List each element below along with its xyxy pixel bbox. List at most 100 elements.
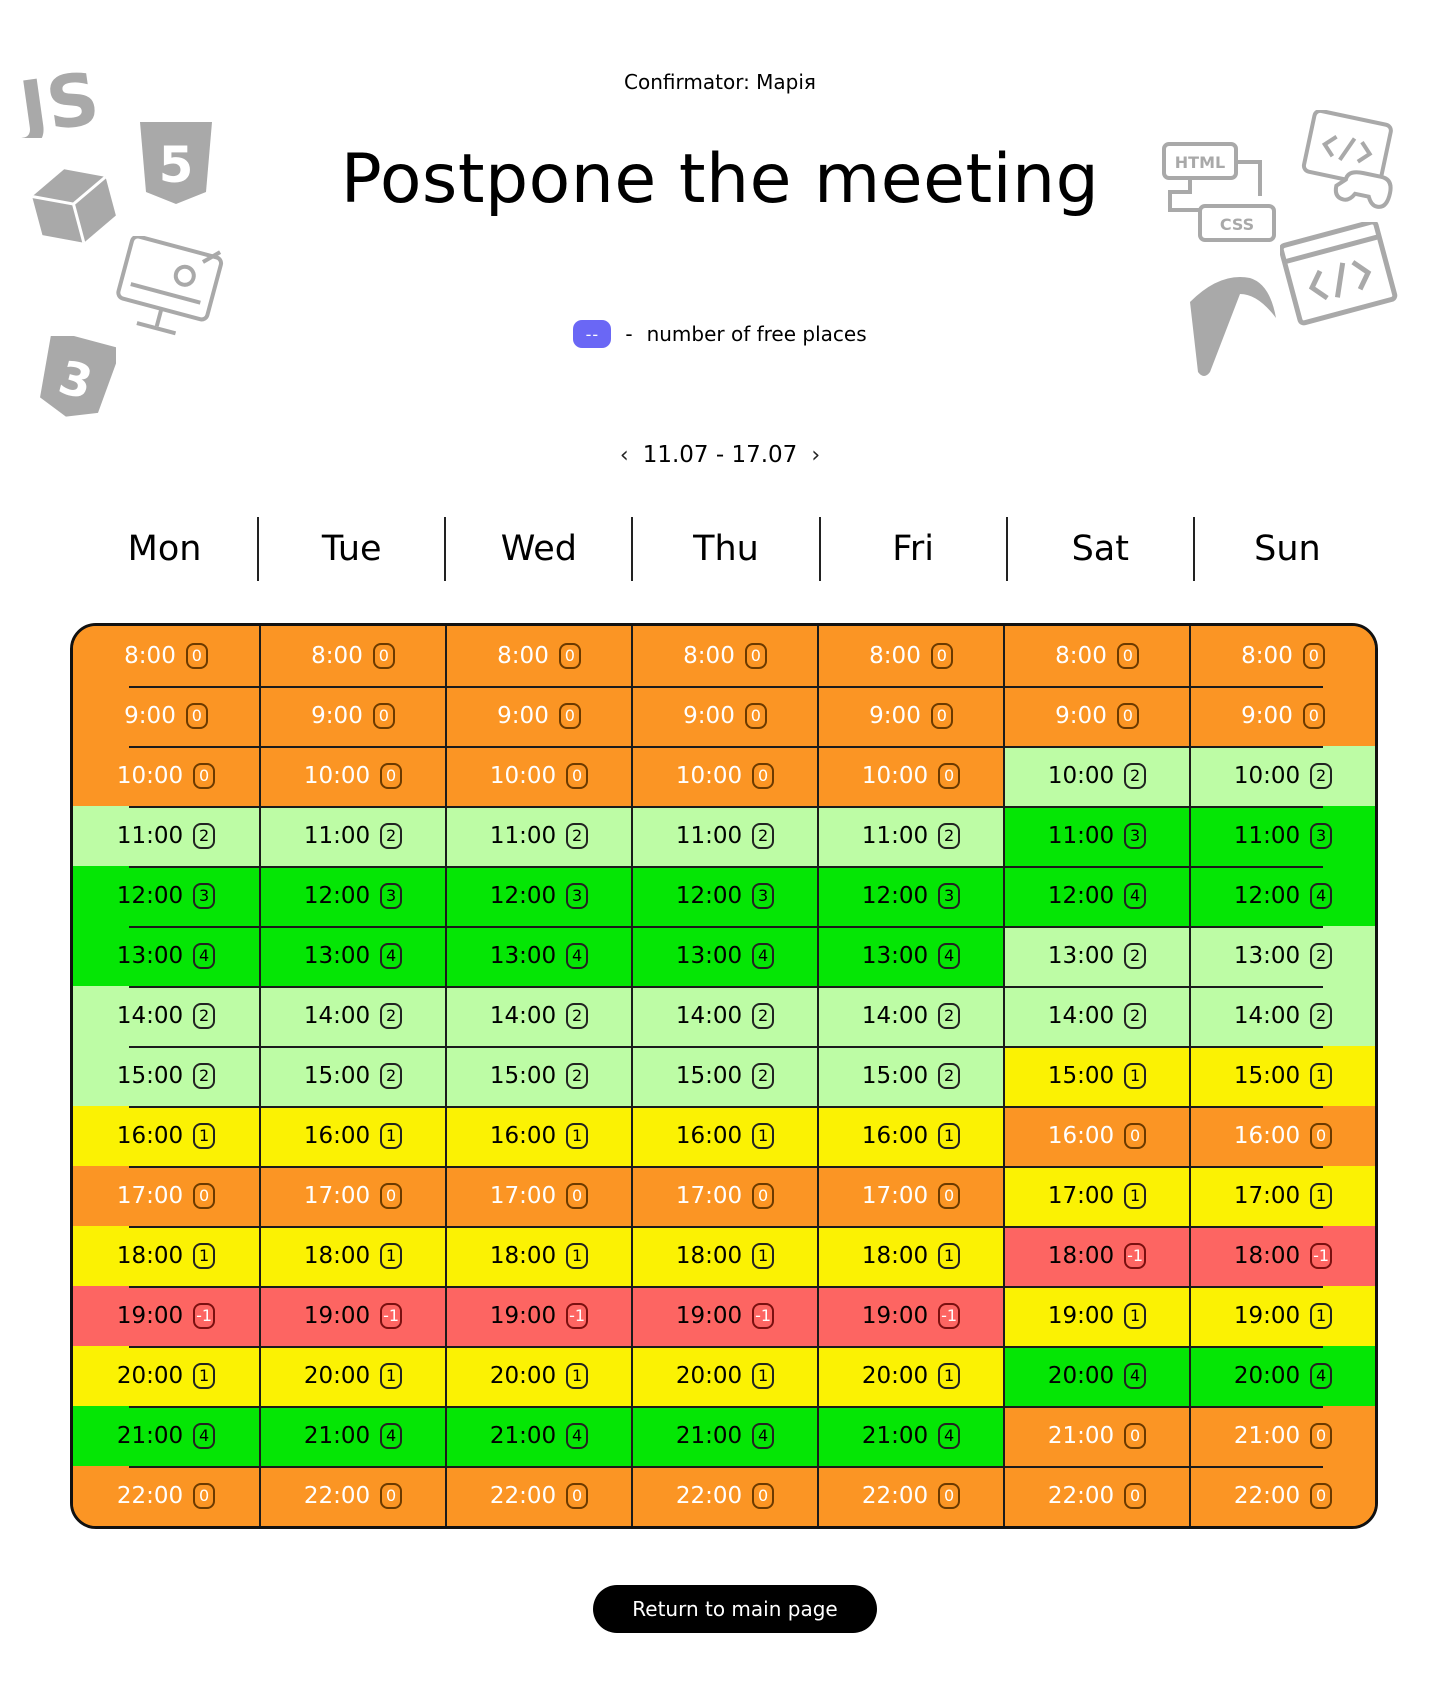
time-slot-sun[interactable]: 17:00 1 [1189, 1166, 1375, 1226]
time-slot-sun[interactable]: 22:00 0 [1189, 1466, 1375, 1526]
time-slot-tue[interactable]: 10:00 0 [259, 746, 445, 806]
chevron-left-icon[interactable]: ‹ [619, 442, 629, 468]
time-slot-mon[interactable]: 17:00 0 [73, 1166, 259, 1226]
time-slot-thu[interactable]: 19:00 -1 [631, 1286, 817, 1346]
return-main-button[interactable]: Return to main page [593, 1585, 877, 1633]
time-slot-tue[interactable]: 15:00 2 [259, 1046, 445, 1106]
time-slot-sat[interactable]: 12:00 4 [1003, 866, 1189, 926]
time-slot-thu[interactable]: 10:00 0 [631, 746, 817, 806]
time-slot-thu[interactable]: 8:00 0 [631, 626, 817, 686]
time-slot-mon[interactable]: 13:00 4 [73, 926, 259, 986]
time-slot-sun[interactable]: 15:00 1 [1189, 1046, 1375, 1106]
time-slot-wed[interactable]: 12:00 3 [445, 866, 631, 926]
time-slot-sat[interactable]: 17:00 1 [1003, 1166, 1189, 1226]
time-slot-fri[interactable]: 10:00 0 [817, 746, 1003, 806]
time-slot-mon[interactable]: 18:00 1 [73, 1226, 259, 1286]
time-slot-thu[interactable]: 21:00 4 [631, 1406, 817, 1466]
time-slot-fri[interactable]: 14:00 2 [817, 986, 1003, 1046]
time-slot-fri[interactable]: 18:00 1 [817, 1226, 1003, 1286]
time-slot-mon[interactable]: 19:00 -1 [73, 1286, 259, 1346]
time-slot-sat[interactable]: 20:00 4 [1003, 1346, 1189, 1406]
time-slot-wed[interactable]: 8:00 0 [445, 626, 631, 686]
time-slot-wed[interactable]: 10:00 0 [445, 746, 631, 806]
time-slot-thu[interactable]: 17:00 0 [631, 1166, 817, 1226]
time-slot-sat[interactable]: 10:00 2 [1003, 746, 1189, 806]
time-slot-tue[interactable]: 21:00 4 [259, 1406, 445, 1466]
time-slot-sun[interactable]: 14:00 2 [1189, 986, 1375, 1046]
time-slot-sun[interactable]: 11:00 3 [1189, 806, 1375, 866]
time-slot-thu[interactable]: 9:00 0 [631, 686, 817, 746]
time-slot-fri[interactable]: 16:00 1 [817, 1106, 1003, 1166]
time-slot-fri[interactable]: 20:00 1 [817, 1346, 1003, 1406]
time-slot-fri[interactable]: 12:00 3 [817, 866, 1003, 926]
time-slot-sun[interactable]: 18:00 -1 [1189, 1226, 1375, 1286]
time-slot-thu[interactable]: 15:00 2 [631, 1046, 817, 1106]
time-slot-mon[interactable]: 10:00 0 [73, 746, 259, 806]
time-slot-wed[interactable]: 13:00 4 [445, 926, 631, 986]
time-slot-sat[interactable]: 9:00 0 [1003, 686, 1189, 746]
time-slot-sun[interactable]: 8:00 0 [1189, 626, 1375, 686]
time-slot-thu[interactable]: 20:00 1 [631, 1346, 817, 1406]
time-slot-tue[interactable]: 13:00 4 [259, 926, 445, 986]
time-slot-tue[interactable]: 17:00 0 [259, 1166, 445, 1226]
time-slot-tue[interactable]: 18:00 1 [259, 1226, 445, 1286]
time-slot-sat[interactable]: 13:00 2 [1003, 926, 1189, 986]
time-slot-sun[interactable]: 9:00 0 [1189, 686, 1375, 746]
time-slot-mon[interactable]: 20:00 1 [73, 1346, 259, 1406]
time-slot-tue[interactable]: 16:00 1 [259, 1106, 445, 1166]
time-slot-thu[interactable]: 16:00 1 [631, 1106, 817, 1166]
time-slot-tue[interactable]: 8:00 0 [259, 626, 445, 686]
time-slot-mon[interactable]: 8:00 0 [73, 626, 259, 686]
time-slot-wed[interactable]: 22:00 0 [445, 1466, 631, 1526]
time-slot-mon[interactable]: 15:00 2 [73, 1046, 259, 1106]
time-slot-mon[interactable]: 12:00 3 [73, 866, 259, 926]
chevron-right-icon[interactable]: › [811, 442, 821, 468]
time-slot-fri[interactable]: 17:00 0 [817, 1166, 1003, 1226]
time-slot-sun[interactable]: 19:00 1 [1189, 1286, 1375, 1346]
time-slot-tue[interactable]: 9:00 0 [259, 686, 445, 746]
time-slot-sat[interactable]: 11:00 3 [1003, 806, 1189, 866]
time-slot-tue[interactable]: 12:00 3 [259, 866, 445, 926]
time-slot-thu[interactable]: 14:00 2 [631, 986, 817, 1046]
time-slot-fri[interactable]: 15:00 2 [817, 1046, 1003, 1106]
time-slot-fri[interactable]: 19:00 -1 [817, 1286, 1003, 1346]
time-slot-thu[interactable]: 22:00 0 [631, 1466, 817, 1526]
time-slot-sun[interactable]: 10:00 2 [1189, 746, 1375, 806]
time-slot-tue[interactable]: 20:00 1 [259, 1346, 445, 1406]
time-slot-sat[interactable]: 19:00 1 [1003, 1286, 1189, 1346]
time-slot-wed[interactable]: 19:00 -1 [445, 1286, 631, 1346]
time-slot-wed[interactable]: 17:00 0 [445, 1166, 631, 1226]
time-slot-wed[interactable]: 16:00 1 [445, 1106, 631, 1166]
time-slot-fri[interactable]: 22:00 0 [817, 1466, 1003, 1526]
time-slot-wed[interactable]: 14:00 2 [445, 986, 631, 1046]
time-slot-sun[interactable]: 20:00 4 [1189, 1346, 1375, 1406]
time-slot-fri[interactable]: 11:00 2 [817, 806, 1003, 866]
time-slot-sat[interactable]: 16:00 0 [1003, 1106, 1189, 1166]
time-slot-fri[interactable]: 9:00 0 [817, 686, 1003, 746]
time-slot-fri[interactable]: 13:00 4 [817, 926, 1003, 986]
time-slot-sun[interactable]: 12:00 4 [1189, 866, 1375, 926]
time-slot-tue[interactable]: 22:00 0 [259, 1466, 445, 1526]
time-slot-fri[interactable]: 8:00 0 [817, 626, 1003, 686]
time-slot-thu[interactable]: 12:00 3 [631, 866, 817, 926]
time-slot-thu[interactable]: 18:00 1 [631, 1226, 817, 1286]
time-slot-mon[interactable]: 14:00 2 [73, 986, 259, 1046]
time-slot-sat[interactable]: 14:00 2 [1003, 986, 1189, 1046]
time-slot-wed[interactable]: 15:00 2 [445, 1046, 631, 1106]
time-slot-wed[interactable]: 21:00 4 [445, 1406, 631, 1466]
time-slot-sat[interactable]: 21:00 0 [1003, 1406, 1189, 1466]
time-slot-sun[interactable]: 16:00 0 [1189, 1106, 1375, 1166]
time-slot-mon[interactable]: 21:00 4 [73, 1406, 259, 1466]
time-slot-tue[interactable]: 11:00 2 [259, 806, 445, 866]
time-slot-wed[interactable]: 11:00 2 [445, 806, 631, 866]
time-slot-sat[interactable]: 15:00 1 [1003, 1046, 1189, 1106]
time-slot-wed[interactable]: 20:00 1 [445, 1346, 631, 1406]
time-slot-sat[interactable]: 8:00 0 [1003, 626, 1189, 686]
time-slot-fri[interactable]: 21:00 4 [817, 1406, 1003, 1466]
time-slot-mon[interactable]: 9:00 0 [73, 686, 259, 746]
time-slot-wed[interactable]: 9:00 0 [445, 686, 631, 746]
time-slot-mon[interactable]: 11:00 2 [73, 806, 259, 866]
time-slot-tue[interactable]: 14:00 2 [259, 986, 445, 1046]
time-slot-sun[interactable]: 13:00 2 [1189, 926, 1375, 986]
time-slot-thu[interactable]: 13:00 4 [631, 926, 817, 986]
